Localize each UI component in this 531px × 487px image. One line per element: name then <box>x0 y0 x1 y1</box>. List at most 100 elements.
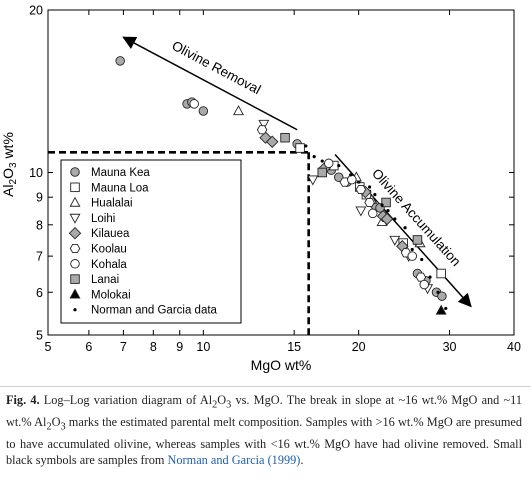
x-tick-label: 7 <box>120 340 127 354</box>
y-tick-label: 8 <box>36 218 43 232</box>
data-point <box>355 184 367 195</box>
legend-marker <box>69 213 81 224</box>
legend-label: Mauna Loa <box>91 182 149 194</box>
caption-subscript: 3 <box>226 399 232 411</box>
caption-figure-label: Fig. 4. <box>6 393 40 407</box>
data-point <box>320 159 324 163</box>
data-point <box>410 247 414 252</box>
citation-link[interactable]: Norman and Garcia (1999) <box>167 453 301 468</box>
data-point <box>189 99 199 109</box>
caption-text: marks the estimated parental melt compos… <box>6 414 522 468</box>
data-point <box>323 158 334 169</box>
data-point <box>380 203 384 207</box>
x-tick-label: 9 <box>176 340 183 354</box>
legend-marker <box>69 196 81 207</box>
data-point <box>444 306 448 311</box>
data-point <box>435 304 447 315</box>
data-point <box>381 197 391 208</box>
legend-marker <box>70 274 80 284</box>
data-point <box>436 268 446 279</box>
caption-subscript: 2 <box>212 399 218 411</box>
data-point <box>233 105 245 116</box>
data-point <box>198 106 209 116</box>
data-point <box>420 257 424 262</box>
y-axis-label: Al2O3 wt% <box>0 132 19 197</box>
x-tick-label: 8 <box>150 340 157 354</box>
data-point <box>368 208 378 219</box>
data-point <box>393 217 397 221</box>
legend-marker <box>73 308 77 312</box>
data-point <box>357 180 361 184</box>
x-tick-label: 10 <box>196 340 210 354</box>
y-axis-label-part: Al <box>0 184 16 196</box>
data-point <box>317 167 327 178</box>
data-point <box>280 132 290 143</box>
chart-axes-layer <box>47 9 515 336</box>
x-tick-label: 40 <box>507 340 521 354</box>
caption-subscript: 2 <box>46 421 52 433</box>
caption-text: Log–Log variation diagram of Al <box>39 393 213 407</box>
figure-caption: Fig. 4. Log–Log variation diagram of Al2… <box>6 392 522 469</box>
legend-marker <box>70 167 80 177</box>
y-axis-label-part: 2 <box>8 178 19 184</box>
data-point <box>266 135 279 149</box>
data-point <box>258 119 270 130</box>
legend-label: Hualalai <box>91 198 133 210</box>
data-point <box>389 235 401 246</box>
data-point <box>412 235 423 245</box>
data-point <box>403 226 407 230</box>
y-axis-label-part: O <box>0 168 16 179</box>
data-point <box>312 155 316 159</box>
x-axis-label: MgO wt% <box>251 357 312 373</box>
legend-marker <box>69 288 81 299</box>
y-tick-label: 10 <box>29 166 43 180</box>
chart-points-layer <box>115 56 448 315</box>
legend-label: Mauna Kea <box>91 167 150 179</box>
data-point <box>436 290 440 294</box>
data-point <box>347 174 357 185</box>
x-tick-label: 5 <box>45 340 52 354</box>
x-tick-label: 6 <box>85 340 92 354</box>
legend: Mauna Kea Mauna Loa Hualalai Loihi Kilauea Ko… <box>60 159 242 324</box>
data-point <box>337 163 341 168</box>
legend-label: Koolau <box>91 244 127 256</box>
data-point <box>295 143 305 153</box>
data-point <box>307 175 319 186</box>
legend-label: Molokai <box>91 289 131 301</box>
legend-box <box>60 159 242 324</box>
legend-label: Loihi <box>91 213 115 225</box>
y-tick-label: 7 <box>36 250 43 264</box>
data-point <box>349 173 353 177</box>
data-point <box>368 185 372 189</box>
x-tick-label: 20 <box>352 340 366 354</box>
annotation-label: Olivine Removal <box>169 38 263 97</box>
caption-text: O <box>51 414 61 429</box>
legend-marker <box>68 226 82 240</box>
legend-label: Kilauea <box>91 228 130 240</box>
data-point <box>380 212 394 226</box>
x-tick-label: 15 <box>287 340 301 354</box>
x-tick-label: 30 <box>443 340 457 354</box>
data-point <box>334 172 344 182</box>
legend-label: Norman and Garcia data <box>91 305 218 317</box>
caption-divider <box>0 386 531 387</box>
data-point <box>115 56 125 66</box>
y-tick-label: 9 <box>36 191 43 205</box>
trend-arrow <box>122 36 298 131</box>
data-point <box>437 291 447 301</box>
caption-text: O <box>217 393 227 407</box>
legend-label: Kohala <box>91 259 127 271</box>
data-point <box>386 209 390 213</box>
caption-text: . <box>300 453 304 468</box>
legend-marker <box>70 182 80 193</box>
legend-label: Lanai <box>91 274 119 286</box>
data-point <box>419 279 430 290</box>
data-point <box>256 125 268 135</box>
log-log-scatter-chart: 5 6 7 8 9 10 15 20 30 40 5 6 7 8 9 10 20 MgO wt% Al2O3 wt%… <box>0 4 521 374</box>
data-point <box>373 193 377 197</box>
y-axis-label-part: 3 <box>8 162 19 168</box>
caption-text: vs. MgO. The break in slope at ~16 wt.% … <box>6 393 523 429</box>
y-tick-label: 20 <box>29 4 43 18</box>
data-point <box>364 197 375 208</box>
legend-marker <box>70 259 80 269</box>
